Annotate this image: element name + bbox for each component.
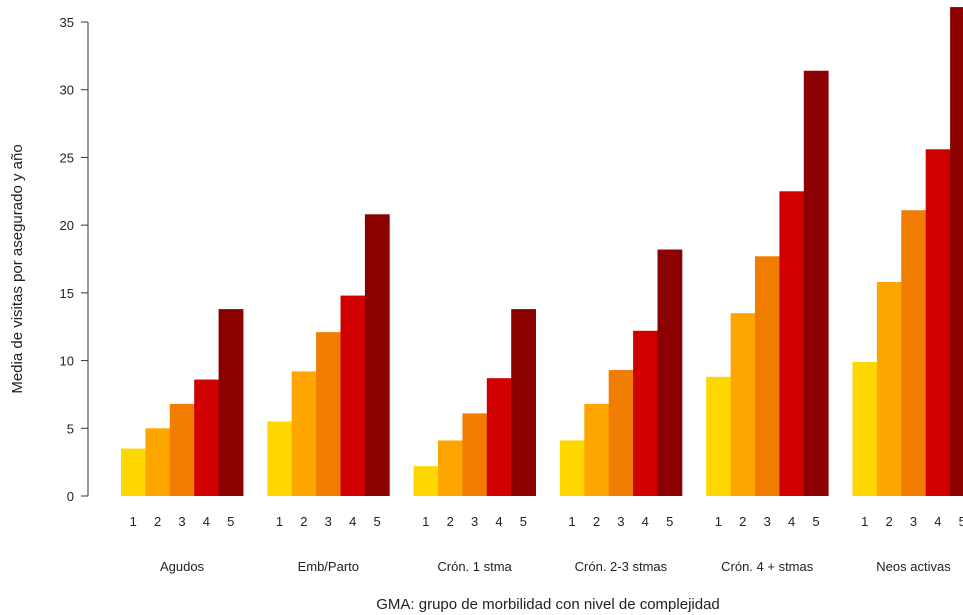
subcategory-label: 3 — [764, 514, 771, 529]
subcategory-label: 1 — [276, 514, 283, 529]
subcategory-label: 1 — [422, 514, 429, 529]
bars — [121, 7, 963, 497]
subcategory-label: 4 — [495, 514, 502, 529]
y-tick-label: 10 — [60, 354, 74, 369]
subcategory-label: 1 — [568, 514, 575, 529]
bar — [584, 403, 610, 496]
subcategory-label: 1 — [861, 514, 868, 529]
subcategory-label: 5 — [520, 514, 527, 529]
bar — [925, 149, 951, 496]
bar — [706, 376, 731, 496]
subcategory-label: 3 — [617, 514, 624, 529]
subcategory-label: 3 — [471, 514, 478, 529]
bar — [876, 282, 902, 496]
subcategory-label: 2 — [154, 514, 161, 529]
bar — [218, 309, 244, 496]
subcategory-label: 5 — [959, 514, 963, 529]
group-label: Agudos — [160, 559, 205, 574]
bar — [852, 361, 878, 496]
group-label: Emb/Parto — [298, 559, 359, 574]
bar — [413, 466, 439, 496]
bar — [755, 256, 780, 496]
subcategory-label: 2 — [885, 514, 892, 529]
bar — [950, 7, 963, 497]
subcategory-label: 4 — [203, 514, 210, 529]
subcategory-label: 3 — [910, 514, 917, 529]
group-label: Crón. 4 + stmas — [721, 559, 814, 574]
bar — [559, 440, 585, 496]
group-label: Crón. 2-3 stmas — [575, 559, 668, 574]
bar — [267, 421, 293, 496]
bar — [633, 330, 658, 496]
subcategory-label: 4 — [934, 514, 941, 529]
subcategory-label: 2 — [300, 514, 307, 529]
bar — [901, 210, 927, 496]
group-label: Crón. 1 stma — [437, 559, 512, 574]
bar — [291, 371, 317, 496]
subcategory-label: 5 — [812, 514, 819, 529]
subcategory-label: 1 — [715, 514, 722, 529]
bar — [779, 191, 805, 497]
subcategory-label: 2 — [593, 514, 600, 529]
x-axis-labels: 1 2 3 4 5 Agudos 1 2 3 4 5 Emb/Parto 1 2 3 4 5 Crón. 1 st… — [130, 514, 963, 574]
bar — [364, 214, 390, 496]
subcategory-label: 1 — [130, 514, 137, 529]
bar — [121, 448, 146, 496]
y-axis-title: Media de visitas por asegurado y año — [9, 144, 26, 393]
bar — [438, 440, 463, 496]
subcategory-label: 3 — [178, 514, 185, 529]
y-tick-label: 35 — [60, 15, 74, 30]
y-tick-label: 5 — [67, 421, 74, 436]
bar — [608, 370, 634, 496]
subcategory-label: 4 — [349, 514, 356, 529]
subcategory-label: 5 — [373, 514, 380, 529]
y-tick-label: 0 — [67, 489, 74, 504]
subcategory-label: 4 — [642, 514, 649, 529]
bar — [194, 379, 219, 496]
subcategory-label: 3 — [325, 514, 332, 529]
bar — [340, 295, 366, 496]
bar — [803, 70, 829, 497]
bar — [511, 309, 536, 496]
subcategory-label: 2 — [447, 514, 454, 529]
group-label: Neos activas — [876, 559, 951, 574]
y-tick-label: 15 — [60, 286, 74, 301]
subcategory-label: 2 — [739, 514, 746, 529]
subcategory-label: 5 — [666, 514, 673, 529]
bar — [316, 332, 341, 496]
bar — [169, 403, 195, 496]
bar — [462, 413, 488, 496]
bar — [730, 313, 756, 496]
subcategory-label: 5 — [227, 514, 234, 529]
bar — [657, 249, 683, 496]
bar — [145, 428, 171, 496]
x-axis-title: GMA: grupo de morbilidad con nivel de co… — [376, 596, 720, 613]
bar — [486, 378, 512, 496]
y-tick-label: 20 — [60, 218, 74, 233]
y-axis: 0 5 10 15 20 25 30 35 — [60, 15, 89, 504]
y-tick-label: 30 — [60, 83, 74, 98]
y-tick-label: 25 — [60, 150, 74, 165]
subcategory-label: 4 — [788, 514, 795, 529]
